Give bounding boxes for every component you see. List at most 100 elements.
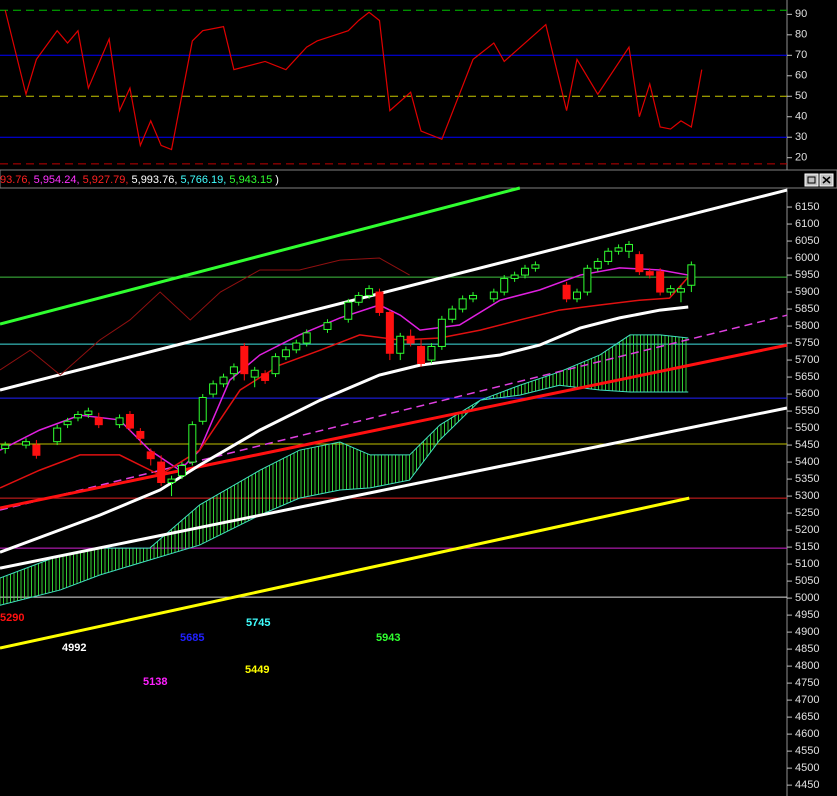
candle-body: [32, 444, 41, 456]
y-tick-label: 4950: [795, 609, 819, 621]
header-value: 5,993.76,: [132, 174, 181, 186]
candle-body: [73, 413, 82, 419]
candle-body: [417, 345, 426, 364]
candle-body: [146, 451, 155, 460]
candle-body: [572, 291, 581, 300]
y-tick-label: 5150: [795, 541, 819, 553]
candle-body: [292, 342, 301, 351]
candle-body: [500, 277, 509, 293]
y-tick-label: 5650: [795, 371, 819, 383]
candle-body: [365, 288, 374, 296]
header-value: ): [275, 174, 279, 186]
candle-body: [188, 424, 197, 463]
y-tick-label: 5800: [795, 320, 819, 332]
window-buttons[interactable]: [804, 173, 834, 187]
candle-body: [302, 332, 311, 344]
y-tick-label: 40: [795, 111, 807, 123]
cloud-lower: [0, 384, 689, 606]
candle-body: [645, 271, 654, 276]
y-tick-label: 6050: [795, 235, 819, 247]
y-tick-label: 5550: [795, 405, 819, 417]
y-tick-label: 5700: [795, 354, 819, 366]
cloud-upper: [0, 334, 689, 579]
candle-body: [229, 366, 238, 375]
header-value: 93.76,: [0, 174, 34, 186]
candle-body: [209, 383, 218, 395]
close-icon: [822, 176, 831, 184]
y-tick-label: 20: [795, 152, 807, 164]
candle-body: [125, 413, 134, 429]
y-tick-label: 4600: [795, 728, 819, 740]
candle-body: [281, 349, 290, 358]
header-value: 5,943.15: [229, 174, 275, 186]
y-tick-label: 5950: [795, 269, 819, 281]
y-tick-label: 5250: [795, 507, 819, 519]
y-tick-label: 5000: [795, 592, 819, 604]
indicator-line: [0, 496, 690, 650]
y-tick-label: 5050: [795, 575, 819, 587]
y-tick-label: 4800: [795, 660, 819, 672]
y-tick-label: 80: [795, 29, 807, 41]
cloud-hatch: [0, 334, 687, 606]
maximize-button[interactable]: [804, 173, 819, 187]
candle-body: [656, 271, 665, 293]
y-tick-label: 5350: [795, 473, 819, 485]
candle-body: [198, 396, 207, 422]
candle-body: [624, 243, 633, 252]
y-tick-label: 5450: [795, 439, 819, 451]
y-tick-label: 5900: [795, 286, 819, 298]
candle-body: [510, 274, 519, 279]
candle-body: [115, 417, 124, 426]
candle-body: [261, 373, 270, 381]
candle-body: [531, 264, 540, 269]
candle-body: [1, 444, 10, 449]
candle-body: [406, 335, 415, 344]
indicator-line: [0, 314, 788, 511]
indicator-line: [0, 406, 788, 570]
candle-body: [583, 267, 592, 293]
maximize-icon: [807, 176, 816, 184]
candle-body: [489, 291, 498, 300]
indicator-line: [0, 186, 521, 326]
level-label: 5290: [0, 612, 24, 624]
candle-body: [63, 420, 72, 426]
y-tick-label: 5850: [795, 303, 819, 315]
candle-body: [614, 247, 623, 252]
y-tick-label: 4550: [795, 745, 819, 757]
candle-body: [385, 311, 394, 354]
indicator-line: [0, 276, 689, 489]
y-tick-label: 5500: [795, 422, 819, 434]
candle-body: [676, 288, 685, 293]
y-tick-label: 6150: [795, 201, 819, 213]
y-tick-label: 4900: [795, 626, 819, 638]
y-tick-label: 70: [795, 49, 807, 61]
y-tick-label: 4700: [795, 694, 819, 706]
y-tick-label: 5750: [795, 337, 819, 349]
header-values: 93.76, 5,954.24, 5,927.79, 5,993.76, 5,7…: [0, 174, 279, 186]
y-tick-label: 5600: [795, 388, 819, 400]
y-tick-label: 30: [795, 131, 807, 143]
candle-body: [375, 291, 384, 313]
header-bar: [0, 169, 837, 189]
y-tick-label: 6100: [795, 218, 819, 230]
candle-body: [521, 267, 530, 276]
y-tick-label: 5400: [795, 456, 819, 468]
candle-body: [53, 427, 62, 443]
candle-body: [240, 345, 249, 375]
candle-body: [167, 478, 176, 483]
candle-body: [136, 430, 145, 439]
candle-body: [354, 294, 363, 303]
y-tick-label: 4850: [795, 643, 819, 655]
y-tick-label: 5200: [795, 524, 819, 536]
candle-body: [219, 376, 228, 385]
y-tick-label: 6000: [795, 252, 819, 264]
candle-body: [21, 441, 30, 446]
oscillator-line: [4, 10, 703, 151]
candle-body: [84, 410, 93, 415]
candle-body: [271, 356, 280, 375]
header-value: 5,927.79,: [83, 174, 132, 186]
level-label: 5138: [143, 676, 167, 688]
candle-body: [157, 461, 166, 483]
candle-body: [687, 264, 696, 286]
